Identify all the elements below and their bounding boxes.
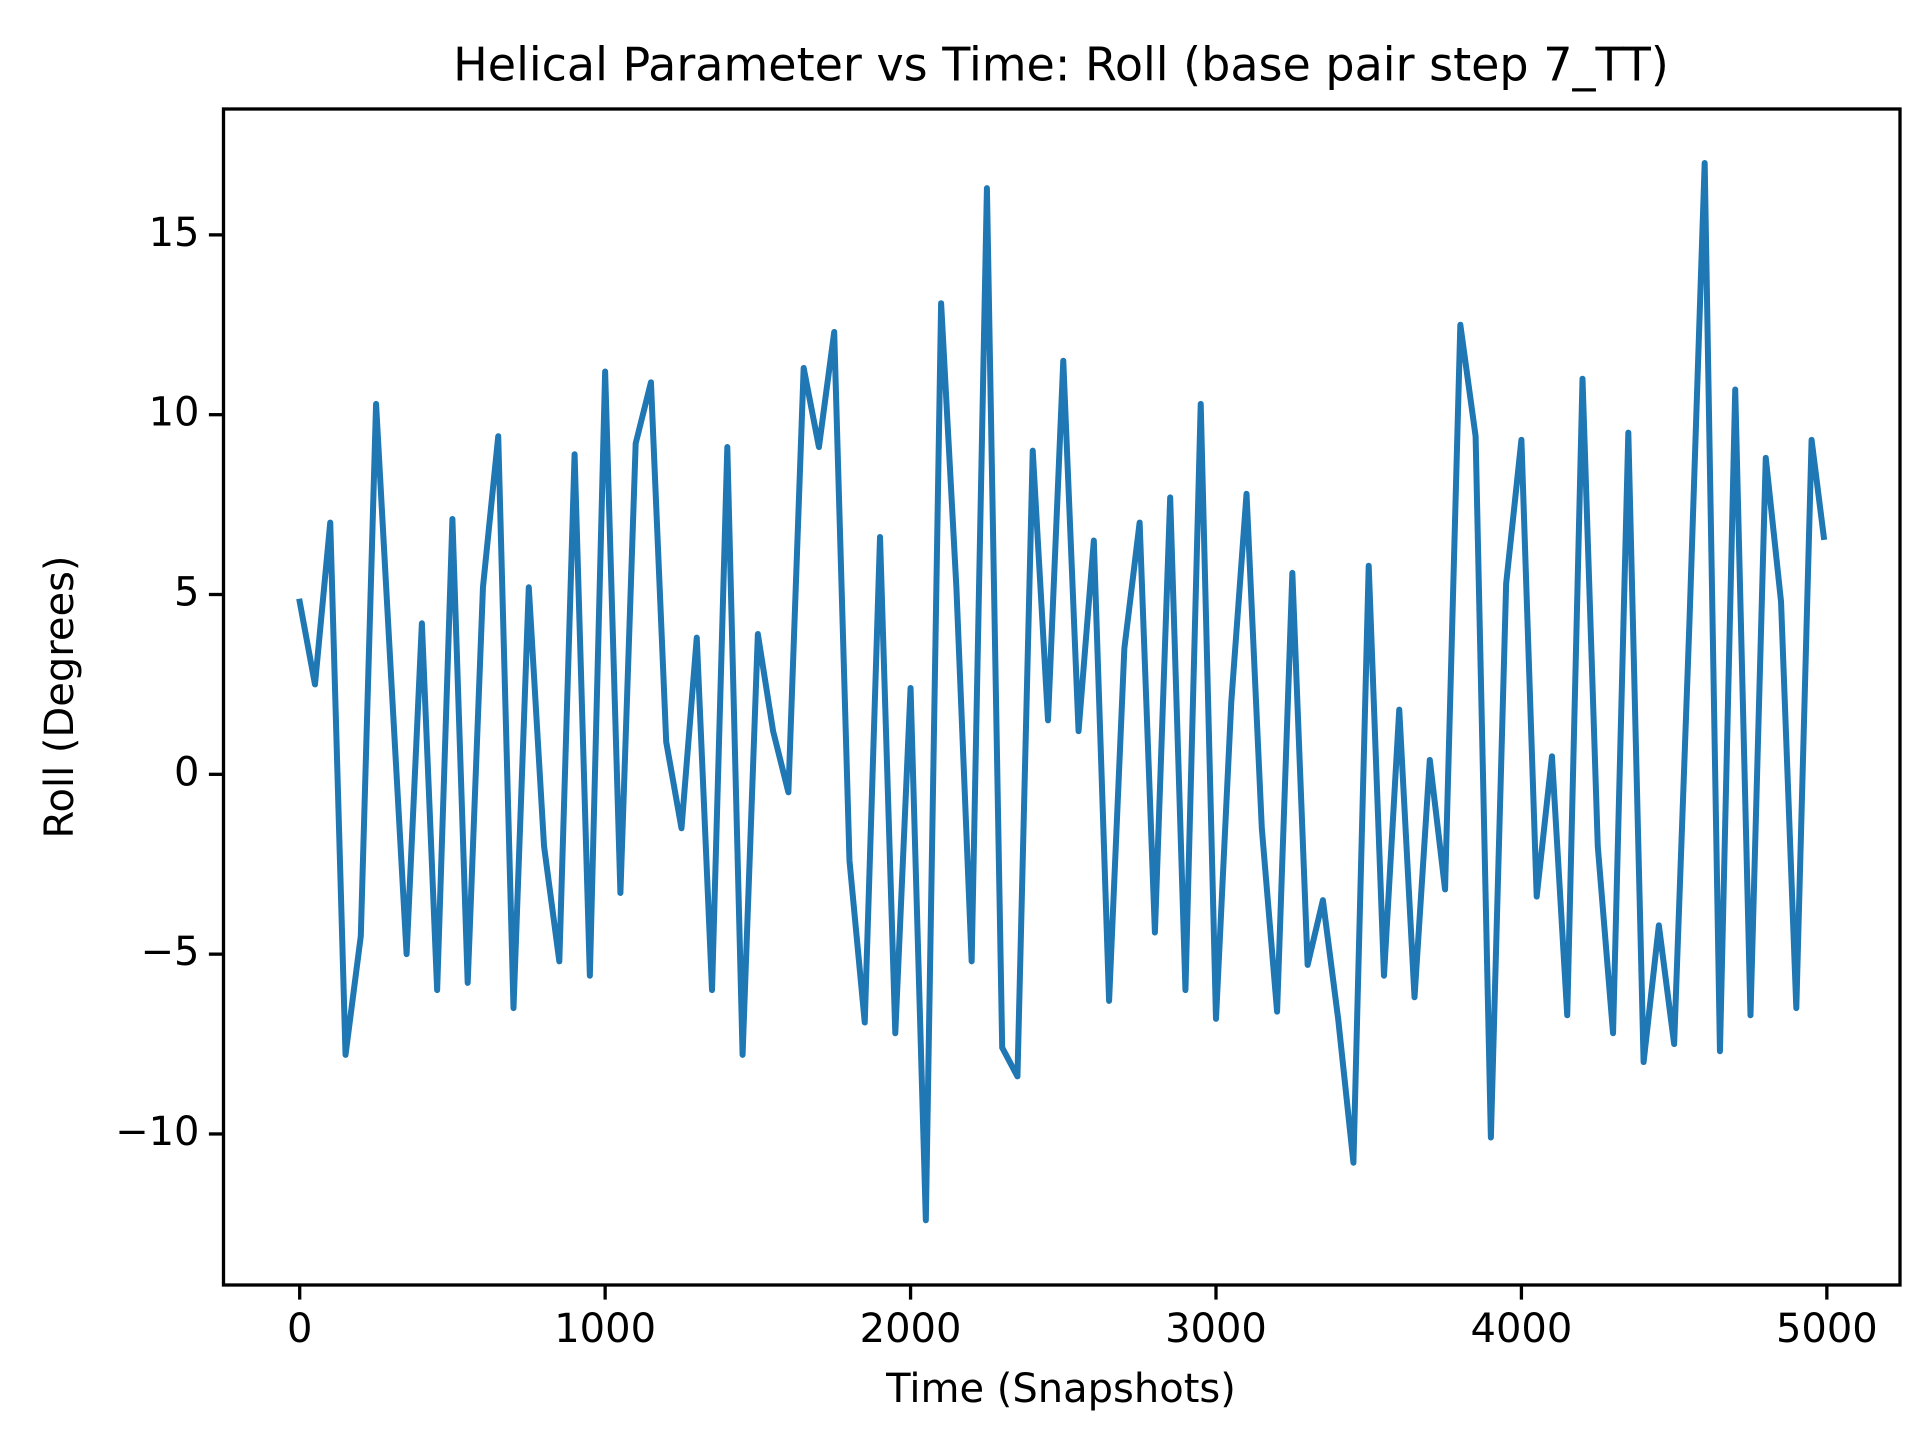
y-tick-label: −5 bbox=[141, 929, 200, 975]
y-tick-label: 5 bbox=[174, 570, 199, 616]
x-tick-label: 5000 bbox=[1776, 1306, 1878, 1352]
data-line bbox=[296, 159, 1828, 1224]
x-tick-label: 3000 bbox=[1165, 1306, 1267, 1352]
y-tick-label: −10 bbox=[115, 1109, 199, 1155]
x-tick-label: 1000 bbox=[554, 1306, 656, 1352]
y-tick-label: 15 bbox=[149, 210, 200, 256]
x-tick-label: 2000 bbox=[860, 1306, 962, 1352]
x-axis-label: Time (Snapshots) bbox=[885, 1366, 1236, 1412]
chart-title: Helical Parameter vs Time: Roll (base pa… bbox=[453, 38, 1669, 92]
y-axis-label: Roll (Degrees) bbox=[37, 555, 83, 838]
x-tick-label: 0 bbox=[287, 1306, 312, 1352]
plot-frame bbox=[221, 107, 1902, 1287]
x-tick-label: 4000 bbox=[1471, 1306, 1573, 1352]
y-tick-label: 0 bbox=[174, 749, 199, 795]
y-tick-label: 10 bbox=[149, 390, 200, 436]
